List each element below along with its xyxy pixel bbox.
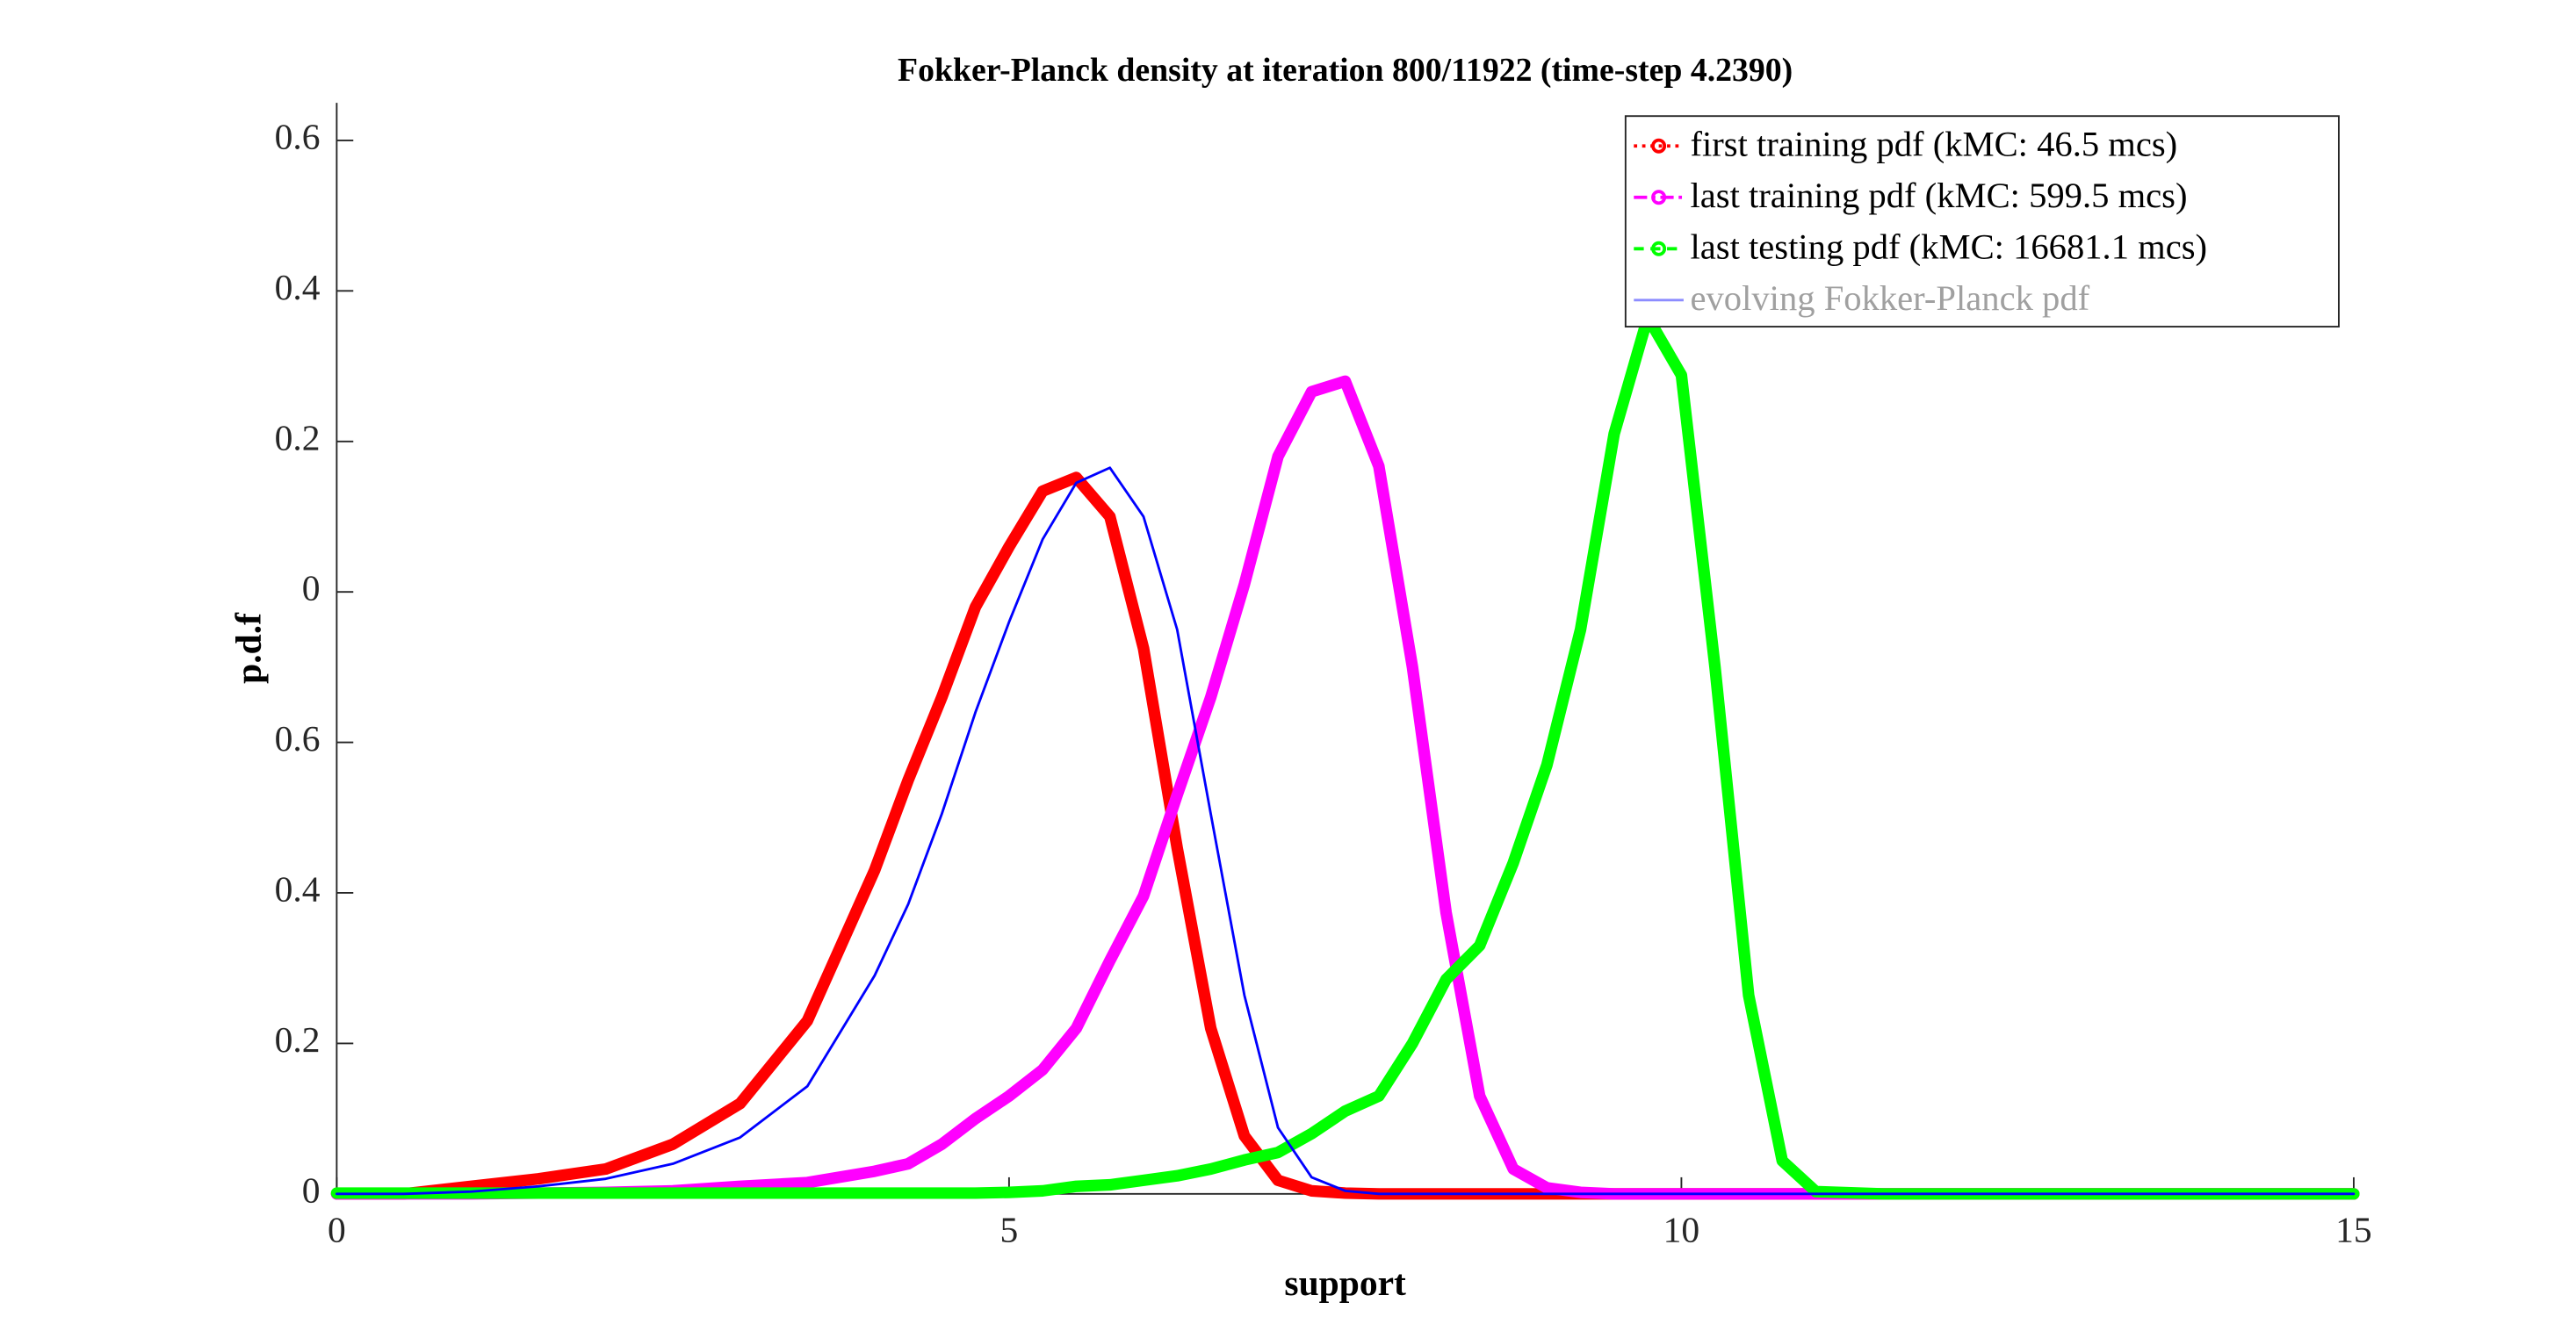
x-tick-label: 10 [1663,1210,1700,1250]
legend: first training pdf (kMC: 46.5 mcs) last t… [1624,115,2340,328]
legend-marker [1651,138,1667,154]
y-axis-label: p.d.f [228,612,269,684]
legend-marker [1651,241,1667,256]
y-tick-label: 0.6 [275,718,321,759]
legend-label: last training pdf (kMC: 599.5 mcs) [1690,176,2187,215]
x-axis-label: support [1284,1263,1406,1303]
y-tick-label: 0 [302,568,321,608]
y-tick-label: 0.4 [275,869,321,910]
y-tick-label: 0.6 [275,116,321,156]
legend-marker [1651,190,1667,205]
data-line [330,311,2360,1200]
data-line [330,375,2360,1200]
legend-label: evolving Fokker-Planck pdf [1690,278,2089,318]
y-tick-label: 0.2 [275,1019,321,1060]
data-line [330,471,2360,1200]
data-line [335,466,2356,1196]
legend-box [1624,115,2340,328]
x-tick-label: 5 [1000,1210,1019,1250]
x-tick-label: 0 [328,1210,346,1250]
legend-label: last testing pdf (kMC: 16681.1 mcs) [1690,227,2207,267]
legend-label: first training pdf (kMC: 46.5 mcs) [1690,124,2177,163]
y-tick-label: 0.4 [275,267,321,307]
x-tick-label: 15 [2335,1210,2372,1250]
chart-title: Fokker-Planck density at iteration 800/1… [898,52,1793,89]
y-tick-label: 0.2 [275,417,321,457]
y-tick-label: 0 [302,1169,321,1210]
